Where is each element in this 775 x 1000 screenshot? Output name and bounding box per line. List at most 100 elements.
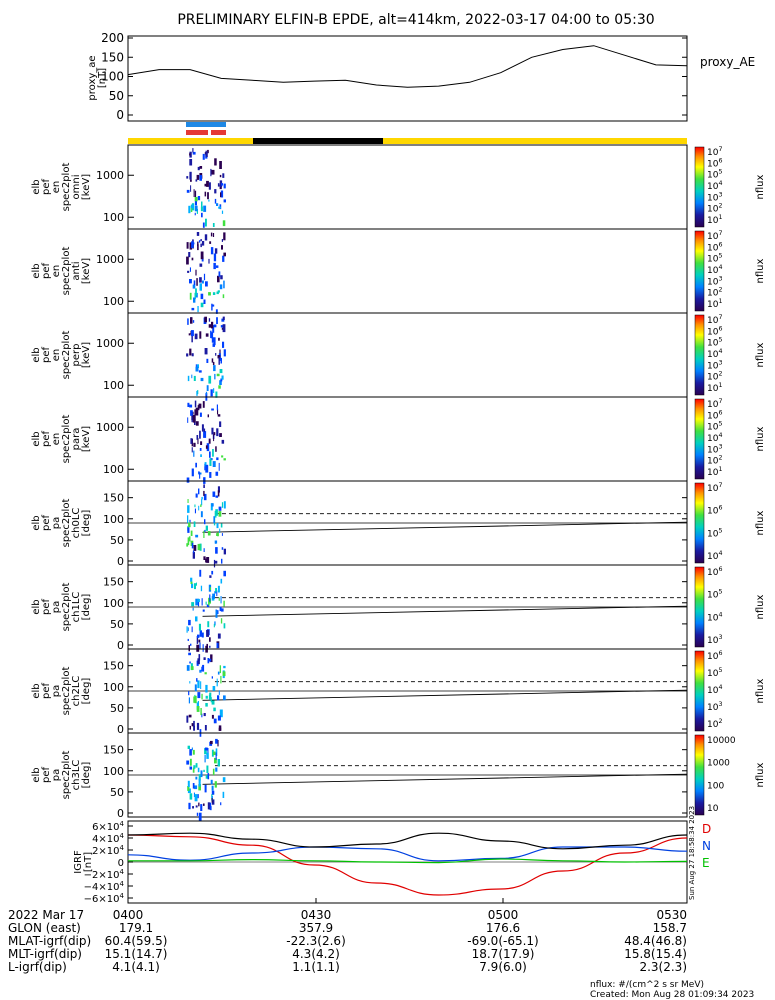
colorbar-tick-label: 102 <box>707 371 722 383</box>
ylabel-line: elb <box>31 515 42 530</box>
igrf-y-tick-label: −4×104 <box>84 880 125 893</box>
loss-cone-line <box>202 773 688 785</box>
orbit-cell: 179.1 <box>119 921 153 935</box>
colorbar <box>694 650 705 732</box>
x-tick-label: 0400 <box>113 908 144 922</box>
pitch-ylabel-0: elb pef pa spec2plot ch0LC [deg] <box>31 499 92 548</box>
colorbar-tick-label: 106 <box>707 409 722 421</box>
ylabel-line: pef <box>41 179 52 196</box>
ylabel-line: perp <box>71 344 82 367</box>
proxy-y-tick-label: 150 <box>101 50 124 64</box>
ylabel-line: en <box>51 265 62 278</box>
colorbar-tick-label: 101 <box>707 382 722 394</box>
proxy-y-tick-label: 0 <box>116 108 124 122</box>
ylabel-line: en <box>51 433 62 446</box>
colorbar <box>694 734 705 816</box>
ylabel-line: en <box>51 349 62 362</box>
colorbar-tick-label: 104 <box>707 180 722 192</box>
ylabel-line: spec2plot <box>61 415 72 464</box>
colorbar-tick-label: 105 <box>707 589 722 601</box>
y-tick-label: 1000 <box>96 169 124 182</box>
colorbar <box>694 314 705 396</box>
orbit-cell: 18.7(17.9) <box>472 947 535 961</box>
colorbar-tick-label: 101 <box>707 214 722 226</box>
colorbar-tick-label: 105 <box>707 169 722 181</box>
colorbar-label: nflux <box>755 426 766 451</box>
ylabel-line: spec2plot <box>61 667 72 716</box>
ylabel-line: anti <box>71 261 82 280</box>
ylabel-line: pef <box>41 347 52 364</box>
colorbar-tick-label: 107 <box>707 482 722 494</box>
proxy-y-tick-label: 50 <box>109 89 124 103</box>
orbit-cell: 15.1(14.7) <box>105 947 168 961</box>
orbit-row-label: 2022 Mar 17 <box>8 908 84 922</box>
igrf-y-tick-label: 0 <box>118 858 124 869</box>
orbit-cell: 15.8(15.4) <box>624 947 687 961</box>
ylabel-line: [deg] <box>81 510 92 537</box>
igrf-ylabel: IGRF [nT] <box>73 850 94 874</box>
science-zone-red-bar-2 <box>211 130 226 135</box>
ylabel-line: pa <box>51 685 62 697</box>
orbit-cell: 7.9(6.0) <box>479 960 527 974</box>
y-tick-label: 100 <box>103 513 124 526</box>
ylabel-line: omni <box>71 175 82 200</box>
igrf-y-tick-label: 2×104 <box>92 844 124 857</box>
ylabel-line: pa <box>51 517 62 529</box>
colorbar-tick-label: 107 <box>707 146 722 158</box>
y-tick-label: 0 <box>117 723 124 736</box>
igrf-y-tick-label: −2×104 <box>84 868 125 881</box>
ylabel-line: pef <box>41 599 52 616</box>
zone-bars <box>128 122 687 144</box>
ylabel-line: ch3LC <box>71 760 82 791</box>
orbit-cell: 4.1(4.1) <box>112 960 160 974</box>
pitch-panel-1: 150 100 50 0 elb pef pa spec2plot ch1LC [deg] 106 1… <box>31 564 766 653</box>
colorbar-tick-label: 104 <box>707 432 722 444</box>
ylabel-line: [keV] <box>81 342 92 368</box>
night-bar <box>253 138 383 144</box>
colorbar-tick-label: 10000 <box>707 736 736 746</box>
orbit-row-label: MLAT-igrf(dip) <box>8 934 91 948</box>
colorbar-label: nflux <box>755 510 766 535</box>
x-tick-label: 0530 <box>656 908 687 922</box>
colorbar-tick-label: 107 <box>707 398 722 410</box>
colorbar-tick-label: 102 <box>707 455 722 467</box>
y-tick-label: 100 <box>103 765 124 778</box>
ylabel-line: elb <box>31 431 42 446</box>
proxy-ae-line <box>127 45 688 88</box>
colorbar-tick-label: 103 <box>707 275 722 287</box>
ylabel-line: pef <box>41 683 52 700</box>
colorbar-tick-label: 106 <box>707 241 722 253</box>
ylabel-line: [keV] <box>81 426 92 452</box>
colorbar-tick-label: 107 <box>707 314 722 326</box>
igrf-y-tick-label: 4×104 <box>92 832 124 845</box>
ylabel-line: [keV] <box>81 258 92 284</box>
igrf-n-line <box>127 846 688 862</box>
ylabel-line: ch2LC <box>71 676 82 707</box>
y-tick-label: 1000 <box>96 253 124 266</box>
colorbar-label: nflux <box>755 762 766 787</box>
colorbar-tick-label: 105 <box>707 337 722 349</box>
ylabel-line: spec2plot <box>61 751 72 800</box>
colorbar-tick-label: 105 <box>707 667 722 679</box>
ylabel-line: elb <box>31 767 42 782</box>
proxy-ae-ylabel: proxy_ae [nT] <box>87 55 108 100</box>
colorbar-tick-label: 103 <box>707 191 722 203</box>
y-tick-label: 50 <box>110 702 124 715</box>
spec-ylabel-0: elb pef en spec2plot omni [keV] <box>31 163 92 212</box>
orbit-cell: -22.3(2.6) <box>286 934 346 948</box>
colorbar-tick-label: 102 <box>707 203 722 215</box>
ylabel-line: spec2plot <box>61 583 72 632</box>
y-tick-label: 100 <box>103 681 124 694</box>
ylabel-line: proxy_ae <box>87 55 98 100</box>
pitch-ylabel-2: elb pef pa spec2plot ch2LC [deg] <box>31 667 92 716</box>
pitch-ylabel-1: elb pef pa spec2plot ch1LC [deg] <box>31 583 92 632</box>
colorbar-tick-label: 10 <box>707 804 719 814</box>
colorbar-tick-label: 103 <box>707 634 722 646</box>
colorbar-label: nflux <box>755 594 766 619</box>
colorbar-tick-label: 104 <box>707 264 722 276</box>
y-tick-label: 150 <box>103 576 124 589</box>
colorbar-tick-label: 105 <box>707 421 722 433</box>
